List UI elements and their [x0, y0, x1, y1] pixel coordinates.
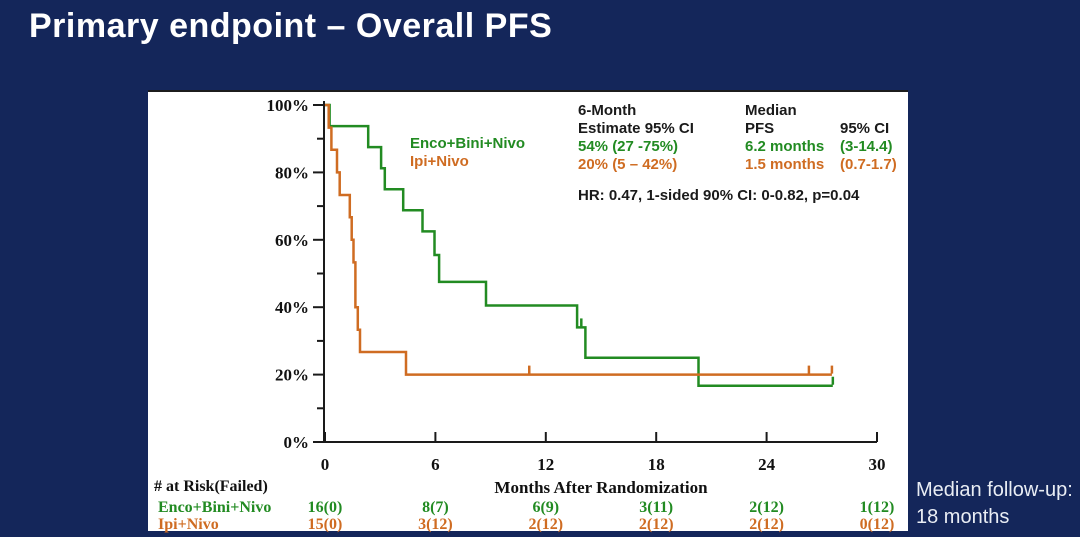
risk-cell: 2(12) — [638, 516, 674, 533]
y-tick-label: 60% — [275, 231, 309, 250]
legend-label: Ipi+Nivo — [410, 153, 469, 170]
km-curve-ipi-nivo — [325, 103, 832, 376]
page-title: Primary endpoint – Overall PFS — [29, 7, 553, 45]
x-tick-label: 12 — [537, 455, 554, 474]
risk-cell: 16(0) — [307, 499, 343, 516]
risk-row-label: Ipi+Nivo — [158, 516, 219, 533]
stats-ci-enco: (3-14.4) — [840, 138, 893, 155]
risk-cell: 3(12) — [418, 516, 453, 533]
y-tick-label: 40% — [275, 298, 309, 317]
stats-col2-header1: Median — [745, 102, 797, 119]
stats-col3-header: 95% CI — [840, 120, 890, 137]
risk-row-ipi-nivo: Ipi+Nivo 15(0) 3(12) 2(12) 2(12) 2(12) 0(12) — [148, 516, 908, 533]
x-axis-title: Months After Randomization — [494, 478, 708, 497]
risk-cell: 6(9) — [532, 499, 560, 516]
legend-item-enco-bini-nivo: Enco+Bini+Nivo — [410, 135, 525, 152]
km-chart-panel: 100% 80% 60% 40% 20% 0% 0 6 12 18 24 30 Enco+Bini+N… — [148, 90, 908, 533]
km-curve-enco-bini-nivo — [325, 103, 833, 387]
risk-row-enco-bini-nivo: Enco+Bini+Nivo 16(0) 8(7) 6(9) 3(11) 2(12) 1(… — [148, 499, 908, 516]
hazard-ratio-line: HR: 0.47, 1-sided 90% CI: 0-0.82, p=0.04 — [578, 187, 860, 204]
y-tick-label: 80% — [275, 163, 309, 182]
legend-label: Enco+Bini+Nivo — [410, 135, 526, 152]
stats-col2-header2: PFS — [745, 120, 775, 137]
y-tick-label: 20% — [275, 366, 309, 385]
risk-cell: 2(12) — [528, 516, 564, 533]
stats-col1-header1: 6-Month — [578, 102, 637, 119]
legend-item-ipi-nivo: Ipi+Nivo — [410, 153, 469, 170]
x-tick-label: 18 — [648, 455, 665, 474]
y-tick-label: 0% — [284, 433, 310, 452]
risk-cell: 3(11) — [639, 499, 674, 516]
median-followup-line1: Median follow-up: — [916, 479, 1073, 501]
risk-table-header: # at Risk(Failed) — [154, 478, 268, 495]
x-tick-label: 30 — [869, 455, 886, 474]
stats-col1-header2: Estimate 95% CI — [578, 120, 694, 137]
risk-cell: 15(0) — [307, 516, 343, 533]
risk-cell: 2(12) — [749, 516, 784, 533]
risk-row-label: Enco+Bini+Nivo — [158, 499, 272, 516]
risk-cell: 8(7) — [422, 499, 449, 516]
risk-cell: 2(12) — [749, 499, 784, 516]
y-tick-label: 100% — [267, 96, 310, 115]
risk-cell: 0(12) — [859, 516, 895, 533]
median-followup-line2: 18 months — [916, 506, 1010, 528]
stats-median-enco: 6.2 months — [745, 138, 825, 155]
x-tick-label: 6 — [431, 455, 440, 474]
stats-ci-ipi: (0.7-1.7) — [840, 156, 897, 173]
x-tick-label: 24 — [758, 455, 776, 474]
stats-estimate-ipi: 20% (5 – 42%) — [578, 156, 678, 173]
risk-cell: 1(12) — [859, 499, 895, 516]
median-followup-note: Median follow-up: 18 months — [916, 477, 1073, 531]
stats-estimate-enco: 54% (27 -75%) — [578, 138, 679, 155]
x-tick-label: 0 — [321, 455, 330, 474]
km-plot: 100% 80% 60% 40% 20% 0% 0 6 12 18 24 30 — [267, 96, 886, 474]
stats-median-ipi: 1.5 months — [745, 156, 825, 173]
